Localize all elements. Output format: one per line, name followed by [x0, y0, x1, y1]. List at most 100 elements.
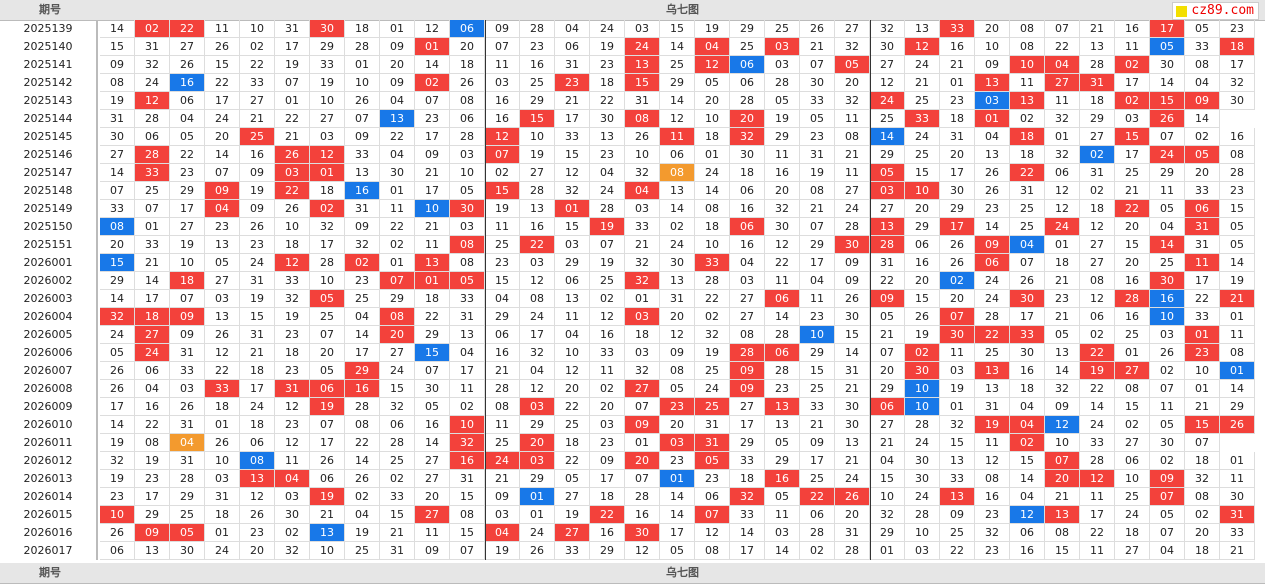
number-cell: 29: [380, 290, 415, 308]
number-cell: 30: [1010, 344, 1045, 362]
number-cell: 04: [1010, 236, 1045, 254]
number-cell: 29: [765, 128, 800, 146]
number-cell: 30: [660, 254, 695, 272]
number-cell: 07: [310, 326, 345, 344]
number-cell: 13: [870, 218, 905, 236]
number-cell: 05: [310, 362, 345, 380]
number-cell: 16: [520, 56, 555, 74]
number-cell: 15: [800, 362, 835, 380]
number-cell: 32: [135, 56, 170, 74]
number-cell: 24: [905, 56, 940, 74]
number-cell: 25: [1115, 488, 1150, 506]
number-cell: 29: [1080, 110, 1115, 128]
number-cell: 19: [275, 56, 310, 74]
number-cell: 06: [730, 218, 765, 236]
number-cell: 03: [905, 542, 940, 560]
number-cell: 08: [1010, 20, 1045, 38]
number-cell: 04: [135, 380, 170, 398]
number-cell: 25: [870, 110, 905, 128]
number-cell: 12: [695, 524, 730, 542]
number-cell: 19: [800, 164, 835, 182]
number-cell: 03: [940, 362, 975, 380]
number-cell: 33: [555, 128, 590, 146]
number-cell: 26: [520, 542, 555, 560]
number-cell: 13: [940, 452, 975, 470]
number-cell: 04: [1045, 56, 1080, 74]
number-cell: 28: [310, 254, 345, 272]
number-cell: 15: [940, 434, 975, 452]
number-cell: 05: [1150, 200, 1185, 218]
number-cell: 28: [870, 236, 905, 254]
number-cell: 13: [205, 236, 240, 254]
number-cell: 32: [625, 362, 660, 380]
number-cell: 08: [695, 200, 730, 218]
number-cell: 16: [1220, 128, 1255, 146]
number-cell: 09: [940, 506, 975, 524]
number-cell: 27: [240, 92, 275, 110]
number-cell: 15: [450, 524, 485, 542]
number-cell: 24: [520, 308, 555, 326]
number-cell: 19: [310, 488, 345, 506]
number-cell: 02: [660, 218, 695, 236]
number-cell: 29: [905, 218, 940, 236]
number-cell: 05: [870, 308, 905, 326]
number-cell: 13: [590, 128, 625, 146]
number-cell: 31: [1185, 236, 1220, 254]
number-cell: 17: [1115, 146, 1150, 164]
period-cell: 2025147: [0, 164, 98, 182]
number-cell: 30: [730, 146, 765, 164]
number-cell: 22: [1080, 524, 1115, 542]
number-cell: 27: [380, 344, 415, 362]
number-cell: 33: [170, 362, 205, 380]
number-cell: 23: [940, 92, 975, 110]
number-cell: 16: [1010, 542, 1045, 560]
number-cell: 01: [625, 434, 660, 452]
number-cell: 04: [345, 506, 380, 524]
number-cell: 14: [975, 218, 1010, 236]
number-cell: 13: [975, 146, 1010, 164]
period-cell: 2026014: [0, 488, 98, 506]
number-cell: 04: [485, 290, 520, 308]
site-watermark-badge[interactable]: cz89.com: [1172, 2, 1259, 20]
number-cell: 03: [765, 56, 800, 74]
number-cell: 31: [275, 380, 310, 398]
number-cell: 27: [100, 146, 135, 164]
number-cell: 06: [660, 146, 695, 164]
number-cell: 30: [905, 452, 940, 470]
number-cell: 33: [1080, 434, 1115, 452]
number-cell: 21: [1185, 398, 1220, 416]
number-cell: 26: [1150, 110, 1185, 128]
number-cell: 12: [765, 236, 800, 254]
number-cell: 27: [1115, 362, 1150, 380]
number-cell: 23: [660, 452, 695, 470]
number-cell: 05: [1150, 38, 1185, 56]
number-cell: 21: [625, 236, 660, 254]
number-cell: 22: [205, 362, 240, 380]
number-cell: 08: [800, 182, 835, 200]
number-cell: 02: [800, 542, 835, 560]
number-cell: 30: [170, 542, 205, 560]
number-cell: 22: [940, 542, 975, 560]
number-cell: 02: [1080, 326, 1115, 344]
number-cell: 31: [800, 146, 835, 164]
number-cell: 15: [450, 488, 485, 506]
number-cell: 19: [100, 92, 135, 110]
number-cell: 25: [1115, 164, 1150, 182]
number-cell: 14: [835, 344, 870, 362]
number-cell: 21: [275, 128, 310, 146]
number-cell: 16: [940, 38, 975, 56]
number-cell: 10: [170, 254, 205, 272]
number-cell: 06: [695, 488, 730, 506]
number-cell: 30: [905, 470, 940, 488]
number-cell: 16: [765, 470, 800, 488]
number-cell: 14: [695, 182, 730, 200]
number-cell: 04: [1010, 398, 1045, 416]
number-cell: 32: [625, 164, 660, 182]
number-cell: 01: [555, 200, 590, 218]
number-cell: 33: [275, 272, 310, 290]
number-cell: 15: [625, 74, 660, 92]
number-cell: 09: [835, 272, 870, 290]
number-cell: 33: [555, 542, 590, 560]
number-cell: 06: [485, 326, 520, 344]
number-cell: 04: [870, 452, 905, 470]
